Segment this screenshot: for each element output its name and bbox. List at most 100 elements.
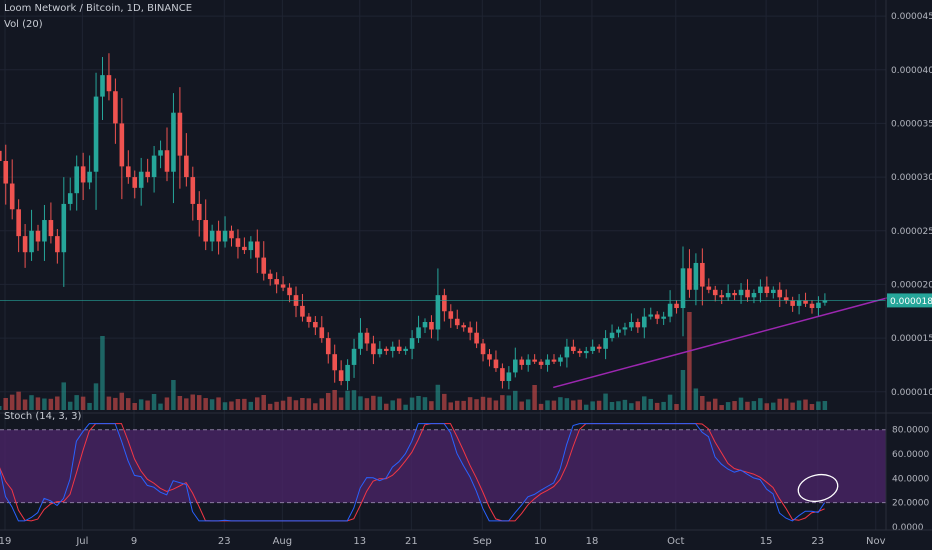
volume-bar	[268, 404, 273, 410]
volume-bar	[294, 400, 299, 410]
volume-bar	[139, 399, 144, 410]
candle-body	[403, 349, 408, 351]
volume-bar	[500, 395, 505, 410]
volume-bar	[816, 401, 821, 410]
volume-bar	[352, 390, 357, 410]
volume-bar	[152, 394, 157, 410]
time-tick-label: 10	[534, 536, 547, 547]
volume-bar	[255, 397, 260, 410]
volume-bar	[210, 399, 215, 410]
candle-body	[274, 279, 279, 284]
candle-body	[429, 322, 434, 330]
candle-body	[216, 231, 221, 242]
candle-body	[120, 123, 125, 166]
candle-body	[519, 360, 524, 365]
time-tick-label: Jul	[75, 536, 88, 547]
candle-body	[365, 333, 370, 344]
volume-bar	[590, 401, 595, 410]
candle-body	[320, 327, 325, 338]
volume-bar	[229, 401, 234, 410]
time-tick-label: Sep	[473, 536, 492, 547]
volume-bar	[797, 401, 802, 411]
candle-body	[352, 349, 357, 365]
volume-bar	[552, 401, 557, 410]
price-tick-label: 0.00002000	[891, 280, 932, 290]
candle-body	[29, 231, 34, 252]
time-axis: 19 Jul 9 23 Aug 13 21 Sep 10 18 Oct 15 23 Nov	[0, 530, 932, 547]
stoch-label: Stoch (14, 3, 3)	[4, 411, 81, 422]
candles	[0, 53, 827, 390]
volume-bar	[197, 395, 202, 410]
volume-bar	[803, 400, 808, 410]
candle-body	[249, 241, 254, 250]
volume-bar	[300, 398, 305, 410]
volume-bar	[519, 402, 524, 410]
candle-body	[713, 290, 718, 295]
volume-bar	[732, 401, 737, 410]
volume-bar	[442, 394, 447, 410]
volume-bar	[823, 401, 828, 410]
candle-body	[507, 372, 512, 381]
candle-body	[603, 338, 608, 349]
candle-body	[797, 301, 802, 306]
volume-bar	[365, 398, 370, 410]
candle-body	[732, 293, 737, 295]
volume-bar	[790, 403, 795, 410]
price-tick-label: 0.00003000	[891, 173, 932, 183]
candle-body	[726, 293, 731, 297]
time-tick-label: 18	[586, 536, 599, 547]
volume-bar	[403, 405, 408, 410]
candle-body	[532, 360, 537, 362]
volume-bar	[507, 395, 512, 410]
volume-bar	[526, 399, 531, 410]
volume-bar	[358, 396, 363, 410]
candle-body	[674, 304, 679, 308]
volume-bar	[610, 402, 615, 410]
candle-body	[261, 258, 266, 274]
volume-bar	[719, 405, 724, 410]
volume-bar	[700, 396, 705, 410]
candle-body	[94, 97, 99, 172]
candle-body	[10, 184, 15, 210]
volume-bar	[449, 402, 454, 410]
candle-body	[242, 247, 247, 250]
volume-bar	[49, 399, 54, 410]
volume-bar	[578, 400, 583, 410]
volume-bar	[113, 398, 118, 410]
volume-bars	[0, 312, 827, 410]
candle-body	[184, 156, 189, 177]
volume-bar	[777, 399, 782, 410]
volume-bar	[752, 401, 757, 410]
candle-body	[442, 295, 447, 311]
candle-body	[49, 220, 54, 236]
candle-body	[165, 150, 170, 171]
volume-bar	[461, 401, 466, 410]
volume-bar	[390, 400, 395, 410]
candle-body	[113, 91, 118, 123]
price-tick-label: 0.00001500	[891, 334, 932, 344]
time-tick-label: 23	[218, 536, 231, 547]
volume-bar	[481, 397, 486, 410]
candle-body	[23, 236, 28, 252]
candle-body	[745, 290, 750, 298]
candle-body	[158, 150, 163, 155]
time-tick-label: 9	[131, 536, 137, 547]
volume-bar	[216, 397, 221, 410]
volume-bar	[62, 382, 67, 410]
time-tick-label: Nov	[866, 536, 886, 547]
candle-body	[281, 284, 286, 287]
volume-bar	[532, 385, 537, 410]
candle-body	[771, 290, 776, 293]
candle-body	[68, 193, 73, 204]
candle-body	[171, 113, 176, 172]
candle-body	[494, 360, 499, 369]
candle-body	[339, 370, 344, 381]
volume-bar	[274, 402, 279, 410]
volume-bar	[707, 402, 712, 410]
candle-body	[42, 220, 47, 241]
volume-bar	[668, 395, 673, 410]
stoch-tick-label: 0.0000	[892, 523, 924, 533]
volume-bar	[107, 397, 112, 410]
candle-body	[236, 238, 241, 247]
